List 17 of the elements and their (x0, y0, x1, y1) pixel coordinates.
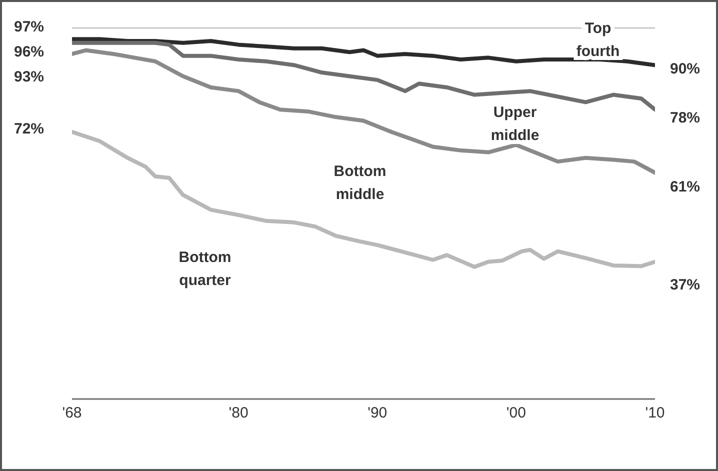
text: Bottom middle (334, 163, 386, 203)
data-label: 78% (670, 110, 700, 127)
x-tick-label: '80 (228, 404, 248, 422)
data-label: 37% (670, 276, 700, 294)
x-tick-label: '10 (645, 404, 665, 422)
series-label: Upper middle (490, 104, 540, 144)
data-label: 61% (670, 178, 700, 196)
x-tick-label: '68 (62, 404, 82, 422)
text: Bottom quarter (178, 249, 232, 289)
data-label: 97% (14, 18, 44, 36)
x-tick-label: '90 (368, 404, 388, 422)
series-label: Top fourth (576, 20, 620, 60)
data-label: 72% (14, 120, 44, 138)
data-label: 93% (14, 68, 44, 86)
data-label: 90% (670, 60, 700, 78)
x-tick-label: '00 (506, 404, 526, 422)
data-label: 96% (14, 44, 44, 61)
